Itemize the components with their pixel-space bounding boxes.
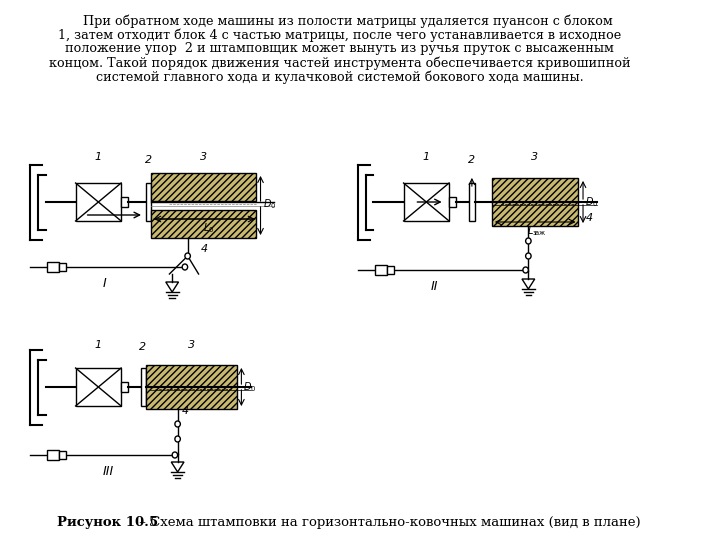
Bar [121, 382, 128, 392]
Text: III: III [103, 465, 114, 478]
Bar [59, 263, 66, 271]
Text: 1: 1 [95, 340, 102, 350]
Bar [76, 368, 121, 406]
Text: положение упор  2 и штамповщик может вынуть из ручья пруток с высаженным: положение упор 2 и штамповщик может выну… [66, 42, 614, 55]
Text: $L_0$: $L_0$ [203, 221, 215, 235]
Bar [492, 178, 578, 226]
Text: 3: 3 [188, 340, 195, 350]
Bar [449, 197, 456, 207]
Text: 1: 1 [95, 152, 102, 162]
Text: Рисунок 10.5: Рисунок 10.5 [58, 516, 158, 529]
Text: 4: 4 [200, 244, 207, 254]
Text: II: II [431, 280, 438, 293]
Text: системой главного хода и кулачковой системой бокового хода машины.: системой главного хода и кулачковой сист… [96, 70, 584, 84]
Bar [151, 210, 256, 238]
Circle shape [185, 253, 190, 259]
Text: 1, затем отходит блок 4 с частью матрицы, после чего устанавливается в исходное: 1, затем отходит блок 4 с частью матрицы… [58, 28, 621, 42]
Bar [48, 450, 59, 460]
Bar [121, 197, 128, 207]
Text: $D_0$: $D_0$ [264, 197, 276, 211]
Text: 4: 4 [586, 213, 593, 223]
Bar [375, 265, 387, 275]
Bar [48, 262, 59, 272]
Bar [145, 183, 151, 221]
Text: 2: 2 [145, 155, 152, 165]
Circle shape [526, 238, 531, 244]
Text: 4: 4 [182, 406, 189, 416]
Text: 3: 3 [199, 152, 207, 162]
Text: $D_0$: $D_0$ [243, 380, 256, 394]
Text: $L_{\rm{з\!а\!ж}}$: $L_{\rm{з\!а\!ж}}$ [528, 224, 546, 238]
Bar [76, 183, 121, 221]
Bar [141, 368, 145, 406]
Text: 1: 1 [423, 152, 430, 162]
Bar [145, 365, 237, 409]
Bar [403, 183, 449, 221]
Bar [469, 183, 474, 221]
Circle shape [526, 253, 531, 259]
Text: 3: 3 [531, 152, 539, 162]
Circle shape [172, 452, 178, 458]
Circle shape [175, 436, 180, 442]
Text: 2: 2 [468, 155, 475, 165]
Circle shape [523, 267, 528, 273]
Text: I: I [103, 277, 107, 290]
Text: концом. Такой порядок движения частей инструмента обеспечивается кривошипной: концом. Такой порядок движения частей ин… [49, 56, 631, 70]
Bar [151, 173, 256, 201]
Bar [59, 451, 66, 459]
Circle shape [175, 421, 180, 427]
Text: При обратном ходе машины из полости матрицы удаляется пуансон с блоком: При обратном ходе машины из полости матр… [67, 14, 613, 28]
Bar [387, 266, 395, 274]
Circle shape [182, 264, 188, 270]
Text: – Схема штамповки на горизонтально-ковочных машинах (вид в плане): – Схема штамповки на горизонтально-ковоч… [135, 516, 640, 529]
Text: 2: 2 [140, 342, 147, 352]
Text: $D_0$: $D_0$ [585, 195, 598, 209]
